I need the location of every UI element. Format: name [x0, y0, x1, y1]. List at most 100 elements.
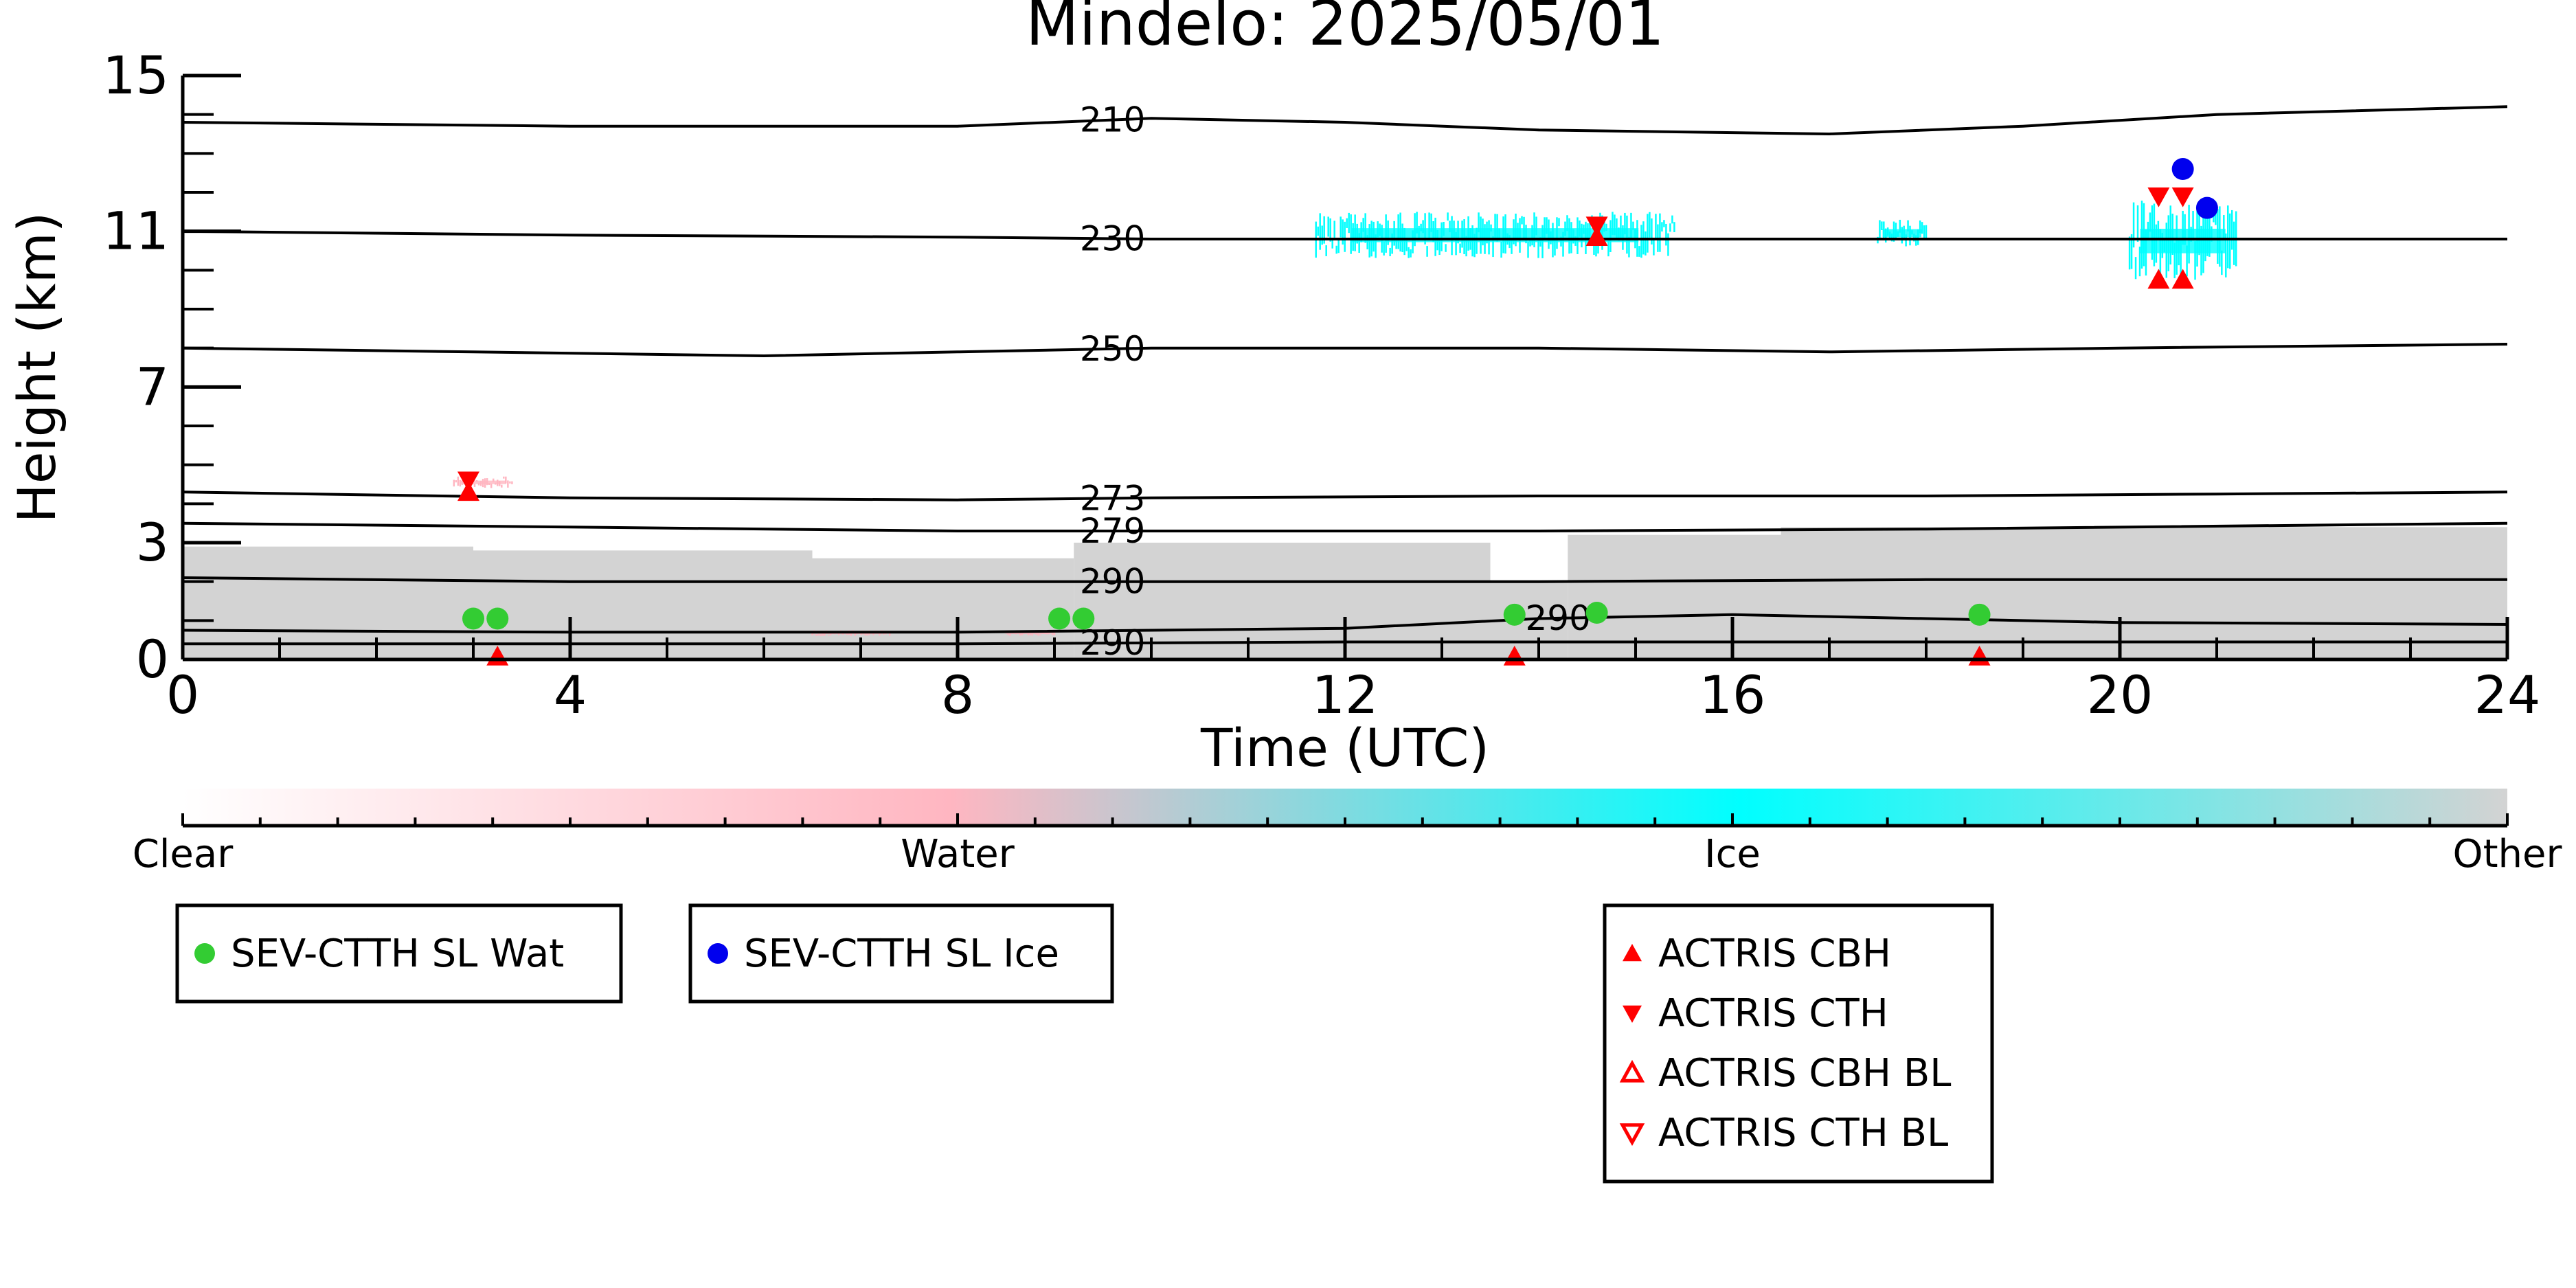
y-tick-label: 7 — [136, 356, 169, 417]
cloud-region-ice — [1877, 219, 1928, 247]
y-ticks: 0 3 7 11 15 — [102, 45, 241, 690]
cloud-region-ice — [2128, 201, 2237, 280]
legend-label: ACTRIS CBH BL — [1658, 1051, 1951, 1096]
cloud-core — [460, 480, 506, 484]
legend-label: ACTRIS CBH — [1658, 931, 1891, 976]
legend-marker — [194, 943, 215, 964]
contour-label: 290 — [1525, 598, 1590, 638]
contour-279: 279 — [183, 511, 2507, 551]
series-sev-ctth-sl-ice — [2171, 158, 2218, 219]
data-point — [486, 607, 509, 630]
legend-entry: SEV-CTTH SL Ice — [708, 931, 1059, 976]
axes: 0 3 7 11 15 0 4 8 12 16 20 24 — [102, 45, 2540, 725]
cloud-core — [2140, 228, 2226, 253]
background-segment — [1074, 543, 1491, 659]
contour-label: 290 — [1080, 623, 1145, 663]
legend-marker — [1619, 1059, 1645, 1083]
data-point — [2147, 269, 2170, 289]
contour-290: 290 — [183, 598, 2507, 638]
data-point — [457, 471, 479, 492]
contour-273: 273 — [183, 478, 2507, 518]
contour-label: 290 — [1080, 562, 1145, 602]
contour-line — [183, 490, 2507, 501]
colorbar-label: Water — [901, 832, 1015, 877]
legend-frame — [1603, 903, 1994, 1184]
contour-label: 230 — [1080, 218, 1145, 258]
data-point — [2171, 158, 2194, 180]
x-tick-label: 0 — [166, 664, 199, 725]
x-tick-label: 24 — [2474, 664, 2541, 725]
colorbar-labels: Clear Water Ice Other — [133, 832, 2563, 877]
contour-line — [183, 343, 2507, 358]
y-axis-label: Height (km) — [6, 212, 67, 523]
contour-230: 230 — [183, 218, 2507, 258]
legend-label: SEV-CTTH SL Wat — [231, 931, 564, 976]
background-segment — [1781, 527, 2507, 659]
data-point — [1585, 216, 1608, 237]
legend-box: SEV-CTTH SL Wat — [175, 903, 623, 1004]
cloud-region-ice — [1315, 212, 1675, 258]
legend-entry: ACTRIS CTH — [1623, 991, 1888, 1036]
contour-290: 290 — [183, 562, 2507, 602]
legend-entry: SEV-CTTH SL Wat — [194, 931, 564, 976]
x-tick-label: 16 — [1699, 664, 1766, 725]
legend-entry: ACTRIS CBH — [1623, 931, 1891, 976]
background-segment — [1568, 534, 1781, 659]
contour-line — [183, 105, 2507, 136]
contour-label: 273 — [1080, 478, 1145, 518]
legend-marker — [1623, 1005, 1642, 1023]
x-ticks: 0 4 8 12 16 20 24 — [166, 617, 2541, 725]
colorbar: Clear Water Ice Other — [133, 789, 2563, 877]
x-tick-label: 4 — [554, 664, 587, 725]
contour-line — [183, 576, 2507, 583]
legends: SEV-CTTH SL Wat SEV-CTTH SL Ice ACTRIS CBH… — [175, 903, 1994, 1184]
legend-marker — [1619, 1123, 1645, 1146]
x-tick-label: 8 — [941, 664, 974, 725]
y-tick-label: 0 — [136, 629, 169, 690]
data-point — [1072, 607, 1095, 630]
legend-box: SEV-CTTH SL Ice — [688, 903, 1114, 1004]
contour-250: 250 — [183, 329, 2507, 369]
legend-marker — [708, 943, 728, 964]
background-segment — [183, 546, 473, 659]
legend-label: ACTRIS CTH BL — [1658, 1111, 1948, 1155]
colorbar-ticks — [181, 813, 2509, 826]
colorbar-label: Ice — [1704, 832, 1761, 877]
background-segment — [473, 550, 813, 659]
data-point — [2171, 269, 2194, 289]
cloud-core — [1882, 229, 1921, 238]
contour-line — [183, 229, 2507, 240]
data-point — [1585, 602, 1608, 624]
x-tick-label: 20 — [2087, 664, 2154, 725]
series-sev-ctth-sl-wat — [462, 602, 1991, 630]
data-point — [1968, 603, 1991, 626]
contour-line — [183, 613, 2507, 634]
data-point — [2171, 187, 2194, 207]
data-point — [1048, 607, 1071, 630]
data-point — [1503, 603, 1526, 626]
chart-title: Mindelo: 2025/05/01 — [1026, 0, 1664, 60]
contour-label: 250 — [1080, 329, 1145, 369]
legend-marker — [1623, 944, 1642, 962]
contour-label: 279 — [1080, 511, 1145, 551]
data-point — [462, 607, 484, 630]
contour-210: 210 — [183, 100, 2507, 140]
contour-label: 210 — [1080, 100, 1145, 140]
x-tick-label: 12 — [1312, 664, 1379, 725]
legend-box: ACTRIS CBH ACTRIS CTH ACTRIS CBH BL ACTRIS … — [1603, 903, 1994, 1184]
y-tick-label: 15 — [102, 45, 169, 106]
contour-line — [183, 521, 2507, 532]
legend-label: ACTRIS CTH — [1658, 991, 1888, 1036]
legend-entry: ACTRIS CBH BL — [1619, 1051, 1951, 1096]
legend-label: SEV-CTTH SL Ice — [744, 931, 1059, 976]
y-tick-label: 3 — [136, 512, 169, 573]
series-actris-cth — [457, 187, 2194, 492]
markers — [457, 158, 2218, 666]
x-axis-label: Time (UTC) — [1200, 717, 1489, 778]
data-point — [2147, 187, 2170, 207]
legend-frame — [688, 903, 1114, 1004]
colorbar-label: Clear — [133, 832, 234, 877]
